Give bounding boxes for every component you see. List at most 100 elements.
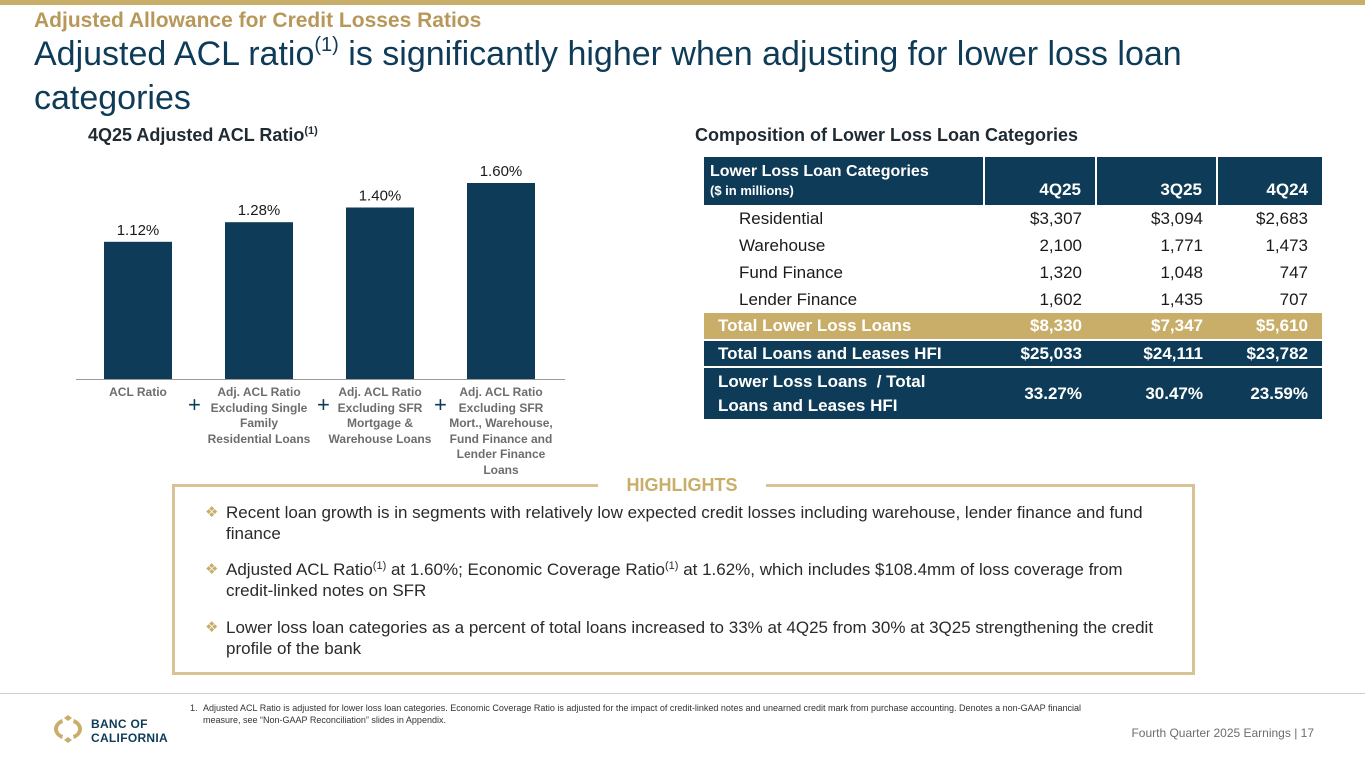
headline-main: Adjusted ACL ratio	[34, 35, 315, 73]
chart-title: 4Q25 Adjusted ACL Ratio(1)	[88, 125, 318, 146]
page-footer-label: Fourth Quarter 2025 Earnings | 17	[1131, 726, 1314, 740]
highlight-text-part: at 1.62%, which includes $108.4mm of los…	[226, 560, 1123, 600]
highlight-text: Recent loan growth is in segments with r…	[226, 503, 1143, 543]
table-row: Residential $3,307 $3,094 $2,683	[704, 205, 1322, 232]
highlight-text: Adjusted ACL Ratio(1) at 1.60%; Economic…	[205, 559, 1165, 601]
slide-kicker: Adjusted Allowance for Credit Losses Rat…	[34, 9, 482, 32]
bar-value-label: 1.28%	[238, 202, 281, 219]
category-label-line: Excluding SFR	[458, 400, 544, 415]
cell-value: 23.59%	[1217, 366, 1322, 419]
highlight-sup: (1)	[665, 560, 679, 572]
footnote-number: 1.	[190, 703, 198, 713]
table-row: Fund Finance 1,320 1,048 747	[704, 259, 1322, 286]
highlight-item: ❖ Adjusted ACL Ratio(1) at 1.60%; Econom…	[205, 559, 1165, 601]
bar-value-label: 1.60%	[480, 163, 523, 180]
cell-value: $3,307	[1030, 208, 1082, 228]
row-label: Residential	[739, 208, 824, 228]
category-label-line: ACL Ratio	[109, 385, 167, 399]
logo-line: CALIFORNIA	[91, 731, 168, 745]
highlight-item: ❖ Lower loss loan categories as a percen…	[205, 617, 1165, 659]
headline-sup: (1)	[314, 34, 339, 56]
category-label-line: Warehouse Loans	[328, 431, 432, 446]
category-label-line: Family	[239, 416, 278, 430]
cell-value: 33.27%	[984, 366, 1096, 419]
cell-value: $5,610	[1217, 313, 1322, 340]
cell-value: $25,033	[984, 339, 1096, 367]
column-header: 3Q25	[1095, 157, 1217, 205]
cell-value: $3,094	[1151, 208, 1203, 228]
category-label-line: Mort., Warehouse,	[449, 416, 553, 430]
headline-rest: is significantly higher when adjusting f…	[34, 35, 1182, 117]
category-label-line: Adj. ACL Ratio	[459, 385, 543, 399]
cell-value: $24,111	[1096, 339, 1217, 367]
category-label-line: Adj. ACL Ratio	[338, 385, 422, 399]
cell-value: 1,048	[1160, 262, 1203, 282]
logo-line: BANC OF	[91, 717, 148, 731]
cell-value: $8,330	[984, 313, 1096, 340]
cell-value: $23,782	[1217, 339, 1322, 367]
plus-sign: +	[434, 392, 447, 417]
cell-value: 1,602	[1039, 289, 1082, 309]
cell-value: 1,473	[1265, 235, 1308, 255]
diamond-bullet-icon: ❖	[205, 619, 219, 636]
ratio-label-line2: Loans and Leases HFI	[718, 395, 898, 415]
highlight-sup: (1)	[372, 560, 387, 572]
cell-value: 2,100	[1039, 235, 1082, 255]
row-label: Lower Loss Loans / Total Loans and Leases…	[704, 366, 984, 419]
cell-value: 30.47%	[1096, 366, 1217, 419]
footnote-text: Adjusted ACL Ratio is adjusted for lower…	[203, 703, 1081, 725]
header-title: Lower Loss Loan Categories	[710, 163, 929, 180]
category-label-line: Mortgage &	[347, 416, 413, 430]
row-label: Total Loans and Leases HFI	[704, 339, 984, 367]
total-lower-loss-row: Total Lower Loss Loans $8,330 $7,347 $5,…	[704, 313, 1322, 340]
footnote: 1. Adjusted ACL Ratio is adjusted for lo…	[190, 702, 1100, 726]
highlight-text-part: at 1.60%; Economic Coverage Ratio	[386, 560, 666, 579]
cell-value: 1,771	[1160, 235, 1203, 255]
category-label-line: Adj. ACL Ratio	[217, 385, 301, 399]
total-hfi-row: Total Loans and Leases HFI $25,033 $24,1…	[704, 339, 1322, 367]
category-label: Adj. ACL Ratio Excluding SFR Mort., Wareho…	[442, 385, 560, 478]
bar-value-label: 1.12%	[117, 222, 160, 239]
category-label-line: Lender Finance	[456, 447, 546, 461]
category-label-line: Excluding Single	[210, 400, 308, 415]
logo-mark-icon	[54, 715, 82, 743]
footer-rule	[0, 693, 1365, 694]
row-label: Warehouse	[739, 235, 826, 255]
column-header: 4Q25	[983, 157, 1096, 205]
logo-text: BANC OF CALIFORNIA	[91, 717, 168, 745]
category-label: Adj. ACL Ratio Excluding Single Family Resi…	[200, 385, 318, 447]
cell-value: $2,683	[1256, 208, 1308, 228]
row-label: Total Lower Loss Loans	[704, 313, 984, 340]
diamond-bullet-icon: ❖	[205, 561, 219, 578]
column-header: 4Q24	[1216, 157, 1322, 205]
bank-logo: BANC OF CALIFORNIA	[52, 713, 182, 747]
category-label-line: Loans	[483, 462, 519, 477]
plus-sign: +	[317, 392, 330, 417]
chart-title-sup: (1)	[304, 125, 318, 137]
cell-value: 747	[1279, 262, 1308, 282]
category-label: Adj. ACL Ratio Excluding SFR Mortgage & War…	[321, 385, 439, 447]
slide-headline: Adjusted ACL ratio(1) is significantly h…	[34, 32, 1324, 120]
category-label-line: Excluding SFR	[337, 400, 423, 415]
table-row: Warehouse 2,100 1,771 1,473	[704, 232, 1322, 259]
category-label-line: Residential Loans	[207, 431, 311, 446]
ratio-row: Lower Loss Loans / Total Loans and Leases…	[704, 366, 1322, 419]
bar-value-label: 1.40%	[359, 188, 402, 205]
header-subtitle: ($ in millions)	[710, 183, 794, 198]
highlight-text-part: Adjusted ACL Ratio	[226, 560, 373, 579]
bar	[225, 222, 293, 379]
cell-value: 1,320	[1039, 262, 1082, 282]
highlight-item: ❖ Recent loan growth is in segments with…	[205, 502, 1165, 544]
row-label: Fund Finance	[739, 262, 843, 282]
chart-title-text: 4Q25 Adjusted ACL Ratio	[88, 125, 305, 145]
cell-value: 1,435	[1160, 289, 1203, 309]
table-row: Lender Finance 1,602 1,435 707	[704, 286, 1322, 313]
header-cell-category: Lower Loss Loan Categories ($ in million…	[704, 157, 984, 205]
cell-value: $7,347	[1096, 313, 1217, 340]
table-header-row: Lower Loss Loan Categories ($ in million…	[704, 157, 1322, 205]
top-accent-rule	[0, 0, 1365, 5]
highlights-title: HIGHLIGHTS	[598, 473, 766, 497]
category-label-line: Fund Finance and	[449, 431, 553, 446]
highlight-text: Lower loss loan categories as a percent …	[226, 618, 1154, 658]
bar	[104, 241, 172, 379]
